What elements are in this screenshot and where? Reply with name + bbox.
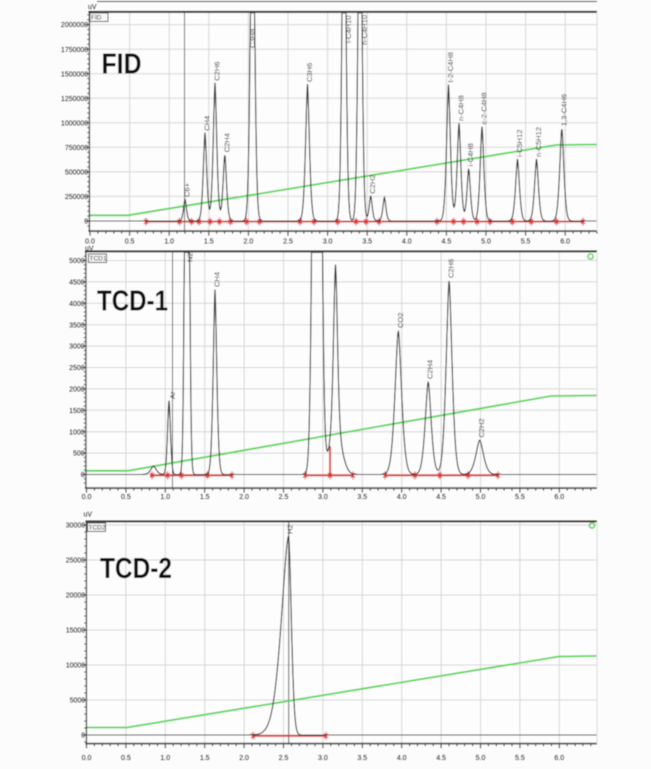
- svg-text:2.5: 2.5: [279, 494, 289, 501]
- svg-text:0.0: 0.0: [85, 239, 95, 246]
- svg-text:10000: 10000: [66, 663, 86, 670]
- svg-text:i-C5H12: i-C5H12: [515, 129, 524, 157]
- svg-text:1250000: 1250000: [61, 96, 88, 103]
- svg-text:3.0: 3.0: [318, 755, 328, 762]
- svg-text:4500: 4500: [69, 280, 85, 287]
- svg-text:5.0: 5.0: [476, 494, 486, 501]
- svg-text:C6+: C6+: [183, 182, 192, 197]
- svg-text:1500000: 1500000: [61, 71, 88, 78]
- svg-text:1.5: 1.5: [204, 239, 214, 246]
- svg-text:3.0: 3.0: [323, 239, 333, 246]
- svg-text:2.5: 2.5: [279, 755, 289, 762]
- svg-text:1.0: 1.0: [160, 755, 170, 762]
- svg-text:3500: 3500: [69, 322, 85, 329]
- svg-text:2500: 2500: [69, 365, 85, 372]
- svg-text:3.5: 3.5: [362, 239, 372, 246]
- svg-text:C2H2: C2H2: [477, 418, 486, 437]
- svg-text:1000: 1000: [69, 429, 85, 436]
- svg-text:uV: uV: [85, 246, 94, 253]
- svg-text:1.0: 1.0: [160, 494, 170, 501]
- svg-text:6.0: 6.0: [554, 494, 564, 501]
- svg-text:1.0: 1.0: [164, 239, 174, 246]
- svg-text:4.0: 4.0: [402, 239, 412, 246]
- svg-text:Ar: Ar: [168, 391, 177, 399]
- svg-text:i-C4H10: i-C4H10: [344, 15, 353, 43]
- svg-text:2000: 2000: [69, 387, 85, 394]
- svg-text:6.0: 6.0: [560, 239, 570, 246]
- svg-text:5.5: 5.5: [515, 494, 525, 501]
- svg-text:3.0: 3.0: [318, 494, 328, 501]
- svg-text:1.5: 1.5: [200, 755, 210, 762]
- svg-text:5.5: 5.5: [521, 239, 531, 246]
- svg-text:TCD1: TCD1: [90, 256, 107, 263]
- svg-text:C2H4: C2H4: [426, 360, 435, 379]
- svg-text:3.5: 3.5: [357, 755, 367, 762]
- svg-text:1000000: 1000000: [61, 120, 88, 127]
- svg-text:750000: 750000: [65, 145, 88, 152]
- svg-text:1.5: 1.5: [200, 494, 210, 501]
- svg-text:0.5: 0.5: [121, 755, 131, 762]
- svg-text:2.0: 2.0: [239, 494, 249, 501]
- svg-text:n-C4H10: n-C4H10: [360, 15, 369, 45]
- svg-text:4.0: 4.0: [397, 494, 407, 501]
- svg-text:C3H6: C3H6: [305, 63, 314, 82]
- svg-text:1500: 1500: [69, 408, 85, 415]
- svg-text:0: 0: [84, 219, 88, 226]
- svg-text:uV: uV: [84, 512, 93, 519]
- svg-text:CH4: CH4: [213, 272, 222, 287]
- svg-text:5000: 5000: [70, 698, 86, 705]
- svg-text:C2H4: C2H4: [222, 133, 231, 152]
- svg-text:2000000: 2000000: [61, 22, 88, 29]
- svg-text:n-C4H8: n-C4H8: [457, 95, 466, 121]
- svg-text:2.0: 2.0: [244, 239, 254, 246]
- svg-text:0.0: 0.0: [82, 494, 92, 501]
- svg-text:uV: uV: [88, 4, 97, 11]
- svg-text:5.0: 5.0: [481, 239, 491, 246]
- svg-text:4.5: 4.5: [436, 755, 446, 762]
- svg-text:250000: 250000: [65, 194, 88, 201]
- svg-text:0.5: 0.5: [125, 239, 135, 246]
- svg-text:6.0: 6.0: [554, 755, 564, 762]
- svg-text:4.0: 4.0: [397, 755, 407, 762]
- svg-text:0.0: 0.0: [82, 755, 92, 762]
- svg-text:FID: FID: [91, 15, 102, 22]
- svg-text:TCD-2: TCD-2: [100, 553, 172, 585]
- svg-text:CO2: CO2: [396, 313, 405, 328]
- svg-text:N2: N2: [186, 252, 195, 262]
- svg-text:0: 0: [81, 472, 85, 479]
- svg-text:c-2-C4H8: c-2-C4H8: [480, 92, 489, 124]
- svg-text:TCD-1: TCD-1: [97, 286, 168, 318]
- svg-text:30000: 30000: [66, 523, 86, 530]
- svg-text:FID: FID: [102, 49, 142, 81]
- svg-text:5000: 5000: [69, 258, 85, 265]
- svg-text:25000: 25000: [66, 558, 86, 565]
- svg-text:C2H2: C2H2: [368, 175, 377, 194]
- svg-text:3000: 3000: [69, 344, 85, 351]
- svg-text:0.5: 0.5: [121, 494, 131, 501]
- svg-text:C3H8: C3H8: [248, 29, 257, 48]
- svg-text:5.0: 5.0: [476, 755, 486, 762]
- svg-text:4.5: 4.5: [442, 239, 452, 246]
- svg-text:CH4: CH4: [203, 116, 212, 131]
- svg-text:C2H6: C2H6: [447, 259, 456, 278]
- svg-text:4.5: 4.5: [436, 494, 446, 501]
- svg-text:n-C5H12: n-C5H12: [534, 127, 543, 157]
- svg-text:500000: 500000: [65, 170, 88, 177]
- svg-text:0: 0: [81, 733, 85, 740]
- svg-text:4000: 4000: [69, 301, 85, 308]
- svg-text:2.0: 2.0: [239, 755, 249, 762]
- svg-text:1,3-C4H6: 1,3-C4H6: [559, 94, 568, 126]
- svg-text:500: 500: [73, 451, 85, 458]
- svg-text:5.5: 5.5: [515, 755, 525, 762]
- svg-text:3.5: 3.5: [357, 494, 367, 501]
- svg-text:15000: 15000: [66, 628, 86, 635]
- svg-text:C2H6: C2H6: [213, 62, 222, 81]
- svg-text:2.5: 2.5: [283, 239, 293, 246]
- svg-text:t-2-C4H8: t-2-C4H8: [446, 52, 455, 82]
- svg-text:20000: 20000: [66, 593, 86, 600]
- svg-text:TCD2: TCD2: [89, 525, 106, 532]
- svg-text:H2: H2: [286, 524, 295, 534]
- svg-text:i-C4H8: i-C4H8: [466, 143, 475, 166]
- svg-text:1750000: 1750000: [61, 47, 88, 54]
